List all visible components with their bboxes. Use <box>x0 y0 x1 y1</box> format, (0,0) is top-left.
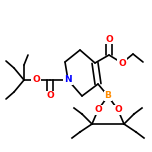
Text: O: O <box>94 105 102 114</box>
Text: O: O <box>105 35 113 43</box>
Text: B: B <box>105 92 111 100</box>
Text: O: O <box>114 105 122 114</box>
Text: O: O <box>118 59 126 67</box>
Text: O: O <box>32 76 40 85</box>
Text: O: O <box>46 92 54 100</box>
Text: N: N <box>64 76 72 85</box>
